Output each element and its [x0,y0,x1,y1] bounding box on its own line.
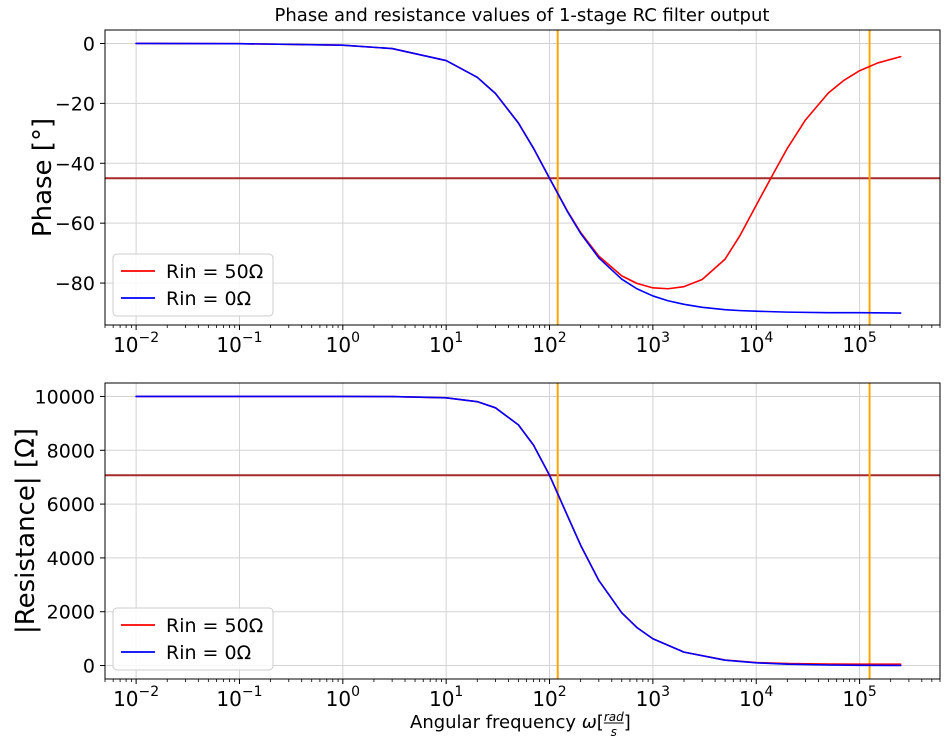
y-tick-label: 2000 [47,602,95,624]
y-tick-label: 10000 [35,386,95,408]
y-tick-label: −40 [55,153,95,175]
y-tick-label: 6000 [47,494,95,516]
x-axis-label-bracket-open: [ [597,712,604,733]
y-axis-label: |Resistance| [Ω] [11,428,41,634]
x-tick-label: 105 [842,684,876,711]
x-axis-label-denominator: s [611,725,617,739]
y-tick-label: 0 [83,656,95,678]
y-tick-label: −80 [55,273,95,295]
legend-label: Rin = 0Ω [166,642,251,664]
legend-label: Rin = 0Ω [166,288,251,310]
x-tick-label: 10−2 [113,330,159,357]
x-axis-label-omega: ω [582,712,597,733]
x-tick-label: 102 [532,684,566,711]
x-tick-label: 103 [636,330,670,357]
y-axis-label: Phase [°] [28,118,58,237]
series-line-rin-0 [135,42,902,314]
y-tick-label: 4000 [47,548,95,570]
x-tick-label: 101 [429,684,463,711]
series-group [135,395,902,667]
x-tick-label: 10−1 [216,330,262,357]
y-tick-label: 0 [83,33,95,55]
axes-frame [104,382,941,680]
y-tick-label: 8000 [47,440,95,462]
x-tick-label: 10−2 [113,684,159,711]
legend-label: Rin = 50Ω [166,261,263,283]
series-line-rin-50 [135,42,902,290]
x-tick-label: 101 [429,330,463,357]
phase-panel: 10−2 10−1 100 101 102 103 104 105 0 −20 −40 −60 −80 P… [28,29,941,357]
axes-frame [104,29,941,326]
figure-title: Phase and resistance values of 1-stage R… [275,5,770,26]
legend: Rin = 50Ω Rin = 0Ω [112,607,274,671]
x-axis-label: Angular frequency ω[rad] [410,710,631,733]
legend: Rin = 50Ω Rin = 0Ω [112,253,274,317]
x-tick-label: 103 [636,684,670,711]
x-axis-label-text: Angular frequency [410,712,582,733]
x-tick-label: 100 [326,330,360,357]
series-line-rin-0 [135,395,902,667]
y-tick-label: −60 [55,213,95,235]
series-group [135,42,902,314]
x-tick-label: 100 [326,684,360,711]
x-axis-label-bracket-close: ] [624,712,631,733]
x-tick-label: 102 [532,330,566,357]
x-tick-label: 105 [842,330,876,357]
x-tick-label: 104 [739,684,773,711]
legend-box [112,253,274,317]
x-tick-label: 104 [739,330,773,357]
legend-box [112,607,274,671]
x-tick-label: 10−1 [216,684,262,711]
resistance-panel: 10−2 10−1 100 101 102 103 104 105 0 2000 4000 6000 8… [11,382,941,711]
x-axis-label-numerator: rad [604,710,624,724]
y-tick-label: −20 [55,93,95,115]
legend-label: Rin = 50Ω [166,615,263,637]
